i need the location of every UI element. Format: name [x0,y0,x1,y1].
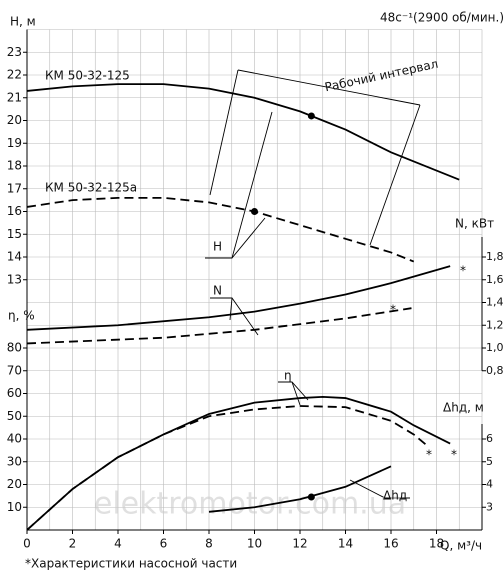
y-tick-label: 20 [7,113,22,127]
annotation: H [213,240,222,254]
y2-tick-label: 1,6 [486,273,504,286]
line-series [208,465,392,513]
line-series [26,307,412,345]
y-tick-label: 19 [7,136,22,150]
y-tick-label: 18 [7,159,22,173]
marker [307,493,315,501]
y3-tick-label: 70 [7,363,22,377]
x-tick-label: 18 [429,537,444,551]
annotation: Рабочий интервал [323,57,439,95]
annotation: * [390,303,396,317]
footnote: *Характеристики насосной части [25,557,237,571]
marker [251,208,258,215]
y3-tick-label: 40 [7,432,22,446]
annotation: КМ 50-32-125а [45,181,137,195]
x-tick-label: 10 [247,537,262,551]
x-tick-label: 16 [383,537,398,551]
y4-tick-label: 4 [486,478,493,491]
y2-axis-label: N, кВт [455,217,494,231]
annotation: Δhд [383,489,407,503]
y4-tick-label: 3 [486,500,493,513]
annotation: * [451,448,457,462]
annotation: КМ 50-32-125 [45,69,130,83]
line-series [26,265,451,331]
annotation: * [426,448,432,462]
y2-tick-label: 1,2 [486,318,504,331]
leaders [205,69,421,499]
chart-title: 48с⁻¹(2900 об/мин.) [380,11,504,25]
y2-tick-label: 0,8 [486,364,504,377]
y-tick-label: 16 [7,204,22,218]
annotation: N [213,284,222,298]
line-series [26,83,460,181]
y3-tick-label: 50 [7,409,22,423]
y2-tick-label: 1,0 [486,341,504,354]
y3-tick-label: 60 [7,386,22,400]
x-tick-label: 14 [338,537,353,551]
y3-tick-label: 10 [7,500,22,514]
y3-tick-label: 20 [7,477,22,491]
y3-tick-label: 80 [7,341,22,355]
y-tick-label: 14 [7,250,22,264]
marker [307,112,315,120]
annotation: η [284,369,292,383]
y3-axis-label: η, % [8,309,35,323]
y-axis-label: H, м [10,15,36,29]
x-tick-label: 0 [23,537,31,551]
y4-tick-label: 6 [486,432,493,445]
x-tick-label: 6 [160,537,168,551]
annotation: * [460,264,466,278]
y2-tick-label: 1,8 [486,250,504,263]
y-tick-label: 17 [7,181,22,195]
y4-axis-label: Δhд, м [443,401,484,415]
line-series [26,396,451,531]
x-tick-label: 4 [114,537,122,551]
grid [26,29,483,531]
y3-tick-label: 30 [7,454,22,468]
y4-tick-label: 5 [486,455,493,468]
x-tick-label: 8 [205,537,213,551]
x-axis-label: Q, м³/ч [440,539,482,553]
y-tick-label: 22 [7,68,22,82]
watermark: elektromotor.com.ua [94,487,406,522]
y-tick-label: 21 [7,90,22,104]
y2-tick-label: 1,4 [486,296,504,309]
y-tick-label: 23 [7,45,22,59]
x-tick-label: 2 [69,537,77,551]
y-tick-label: 15 [7,227,22,241]
line-series [26,405,428,531]
x-tick-label: 12 [292,537,307,551]
y-tick-label: 13 [7,272,22,286]
